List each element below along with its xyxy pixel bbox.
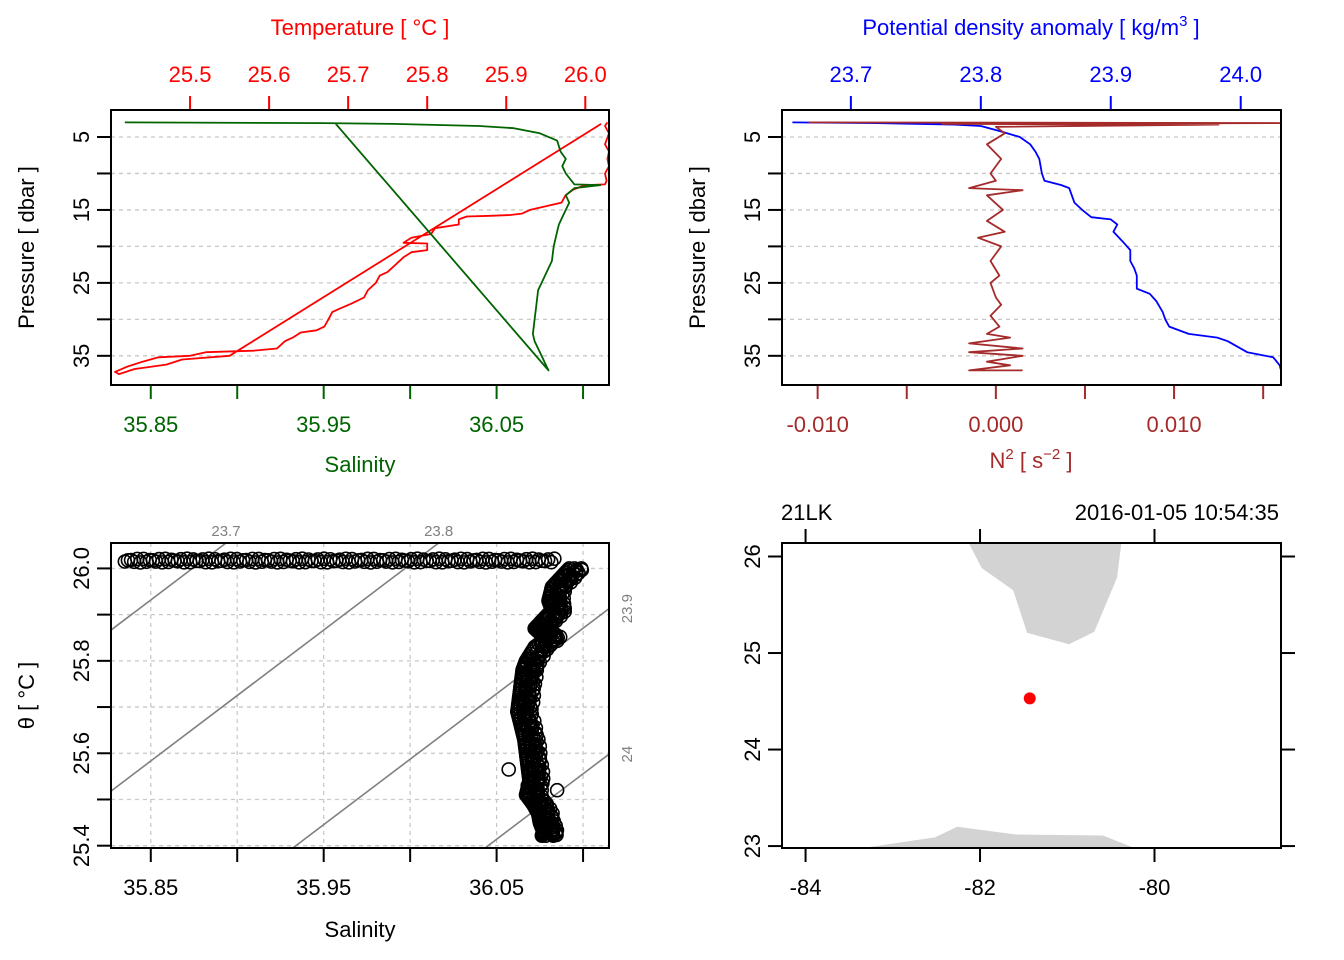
ts-point: [543, 554, 559, 570]
land-florida: [968, 543, 1122, 645]
ts-point: [536, 639, 552, 655]
potential-density-anomaly-profile-line: [792, 121, 1282, 371]
bottom-tick-label: 36.05: [469, 412, 524, 437]
station-marker: [1023, 692, 1036, 705]
ts-point: [534, 828, 550, 843]
n2-profile-line: [808, 121, 1282, 372]
isopycnal-line: [483, 753, 609, 848]
density-axis-title: Potential density anomaly [ kg/m3 ]: [862, 13, 1199, 40]
latitude-tick-label: 25: [740, 641, 765, 665]
y-tick-label: 15: [740, 198, 765, 222]
bottom-tick-label: -0.010: [786, 412, 848, 437]
x-tick-label: 35.85: [123, 875, 178, 900]
ts-point: [540, 552, 556, 567]
ts-point: [545, 828, 561, 843]
isopycnal-label: 23.7: [211, 523, 240, 540]
n2-title-sup1: 2: [1005, 446, 1013, 463]
top-tick-label: 23.9: [1089, 62, 1132, 87]
y-tick-label: 25: [69, 271, 94, 295]
longitude-tick-label: -82: [964, 875, 996, 900]
profile-ts-panel: 5 15 25 35 Pressure [ dbar ] 25.5 25.6 25.7 25.8…: [14, 15, 609, 477]
latitude-tick-label: 23: [740, 834, 765, 858]
y-tick-label: 15: [69, 198, 94, 222]
isopycnal-line: [111, 543, 441, 793]
y-axis-title: Pressure [ dbar ]: [685, 166, 710, 329]
density-title-main: Potential density anomaly [ kg/m: [862, 15, 1179, 40]
top-tick-label: 23.8: [959, 62, 1002, 87]
ts-point: [549, 782, 565, 798]
top-tick-label: 25.7: [327, 62, 370, 87]
bottom-tick-label: 35.95: [296, 412, 351, 437]
plot-frame: [110, 109, 610, 386]
bottom-tick-label: 0.000: [968, 412, 1023, 437]
n2-title-sup2: −2: [1043, 446, 1060, 463]
isopycnal-label: 23.9: [619, 594, 636, 623]
top-tick-label: 26.0: [564, 62, 607, 87]
plot-frame: [110, 542, 610, 849]
bottom-tick-label: 0.010: [1147, 412, 1202, 437]
isopycnal-label: 24: [619, 746, 636, 763]
n2-title-n: N: [990, 448, 1006, 473]
y-tick-label: 25: [740, 271, 765, 295]
top-tick-label: 23.7: [829, 62, 872, 87]
ts-point: [547, 551, 562, 567]
salinity-profile-line: [124, 121, 602, 372]
land-cuba: [862, 826, 1135, 848]
station-timestamp: 2016-01-05 10:54:35: [1075, 500, 1279, 525]
y-tick-label: 5: [740, 131, 765, 143]
ts-points: [117, 551, 590, 843]
longitude-tick-label: -80: [1139, 875, 1171, 900]
y-tick-label: 35: [69, 344, 94, 368]
latitude-tick-label: 26: [740, 544, 765, 568]
salinity-axis-title: Salinity: [325, 452, 396, 477]
density-title-sup: 3: [1179, 13, 1187, 30]
y-tick-label: 25.4: [69, 824, 94, 867]
y-tick-label: 26.0: [69, 547, 94, 590]
n2-title-end: ]: [1060, 448, 1072, 473]
y-tick-label: 25.8: [69, 639, 94, 682]
plot-frame: [781, 109, 1282, 386]
temperature-profile-line: [114, 121, 610, 375]
station-name: 21LK: [781, 500, 833, 525]
x-tick-label: 36.05: [469, 875, 524, 900]
y-tick-label: 25.6: [69, 732, 94, 775]
y-axis-title: θ [ °C ]: [14, 662, 39, 729]
temperature-axis-title: Temperature [ °C ]: [271, 15, 450, 40]
top-tick-label: 25.8: [406, 62, 449, 87]
top-tick-label: 25.6: [248, 62, 291, 87]
land-group: [862, 543, 1135, 848]
top-tick-label: 25.9: [485, 62, 528, 87]
top-tick-label: 24.0: [1219, 62, 1262, 87]
y-tick-label: 35: [740, 344, 765, 368]
top-tick-label: 25.5: [169, 62, 212, 87]
ts-point: [520, 778, 536, 793]
ts-point: [501, 762, 517, 777]
ts-point: [538, 828, 553, 843]
density-title-end: ]: [1187, 15, 1199, 40]
map-frame: [781, 542, 1282, 849]
latitude-tick-label: 24: [740, 737, 765, 761]
y-tick-label: 5: [69, 131, 94, 143]
bottom-tick-label: 35.85: [123, 412, 178, 437]
station-map-panel: -84 -82 -80 23 24 25 26 21LK 2016-01-05 10:54:35: [740, 500, 1295, 900]
isopycnal-label: 23.8: [424, 523, 453, 540]
n2-axis-title: N2 [ s−2 ]: [990, 446, 1073, 473]
y-axis-title: Pressure [ dbar ]: [14, 166, 39, 329]
n2-title-mid: [ s: [1014, 448, 1043, 473]
x-axis-title: Salinity: [325, 917, 396, 942]
x-tick-label: 35.95: [296, 875, 351, 900]
longitude-tick-label: -84: [790, 875, 822, 900]
profile-density-n2-panel: 5 15 25 35 Pressure [ dbar ] 23.7 23.8 23.9 24.0…: [685, 13, 1281, 473]
